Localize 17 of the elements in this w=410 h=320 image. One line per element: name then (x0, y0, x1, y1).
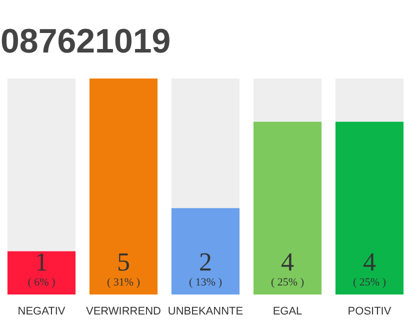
annotation: ( 25% ) (353, 276, 386, 288)
annotation: ( 13% ) (189, 276, 222, 288)
x-tick-label: VERWIRREND (86, 306, 162, 318)
data-label: 4 (281, 248, 294, 276)
x-tick-label: UNBEKANNTE (168, 306, 244, 318)
data-label: 2 (199, 248, 212, 276)
annotation: ( 25% ) (271, 276, 304, 288)
chart-title: 087621019 (0, 22, 171, 60)
data-label: 5 (117, 248, 130, 276)
x-tick-label: NEGATIV (18, 306, 66, 318)
bar (7, 251, 76, 294)
x-tick-label: POSITIV (348, 306, 392, 318)
annotation: ( 6% ) (28, 276, 56, 288)
annotation: ( 31% ) (107, 276, 140, 288)
data-label: 1 (35, 248, 48, 276)
x-tick-label: EGAL (272, 306, 302, 318)
data-label: 4 (363, 248, 376, 276)
